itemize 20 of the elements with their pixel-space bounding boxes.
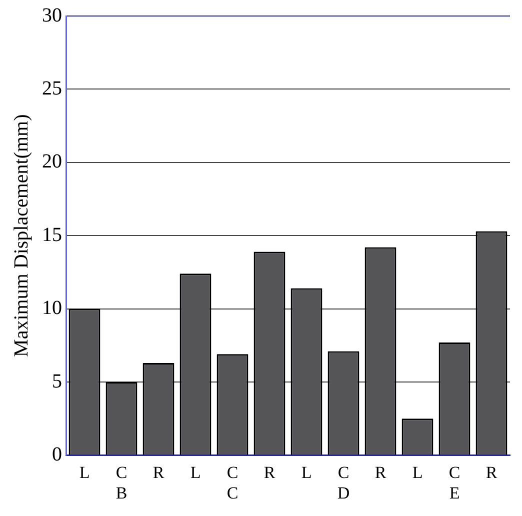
y-tick-label: 5 xyxy=(52,370,62,392)
x-tick-label: L xyxy=(79,462,90,482)
x-tick-label: L xyxy=(412,462,423,482)
x-tick-label: C B xyxy=(116,462,128,502)
x-tick-label: R xyxy=(486,462,498,482)
x-tick-label: C E xyxy=(448,462,460,502)
y-tick-label: 10 xyxy=(42,297,62,320)
y-tick-label: 30 xyxy=(42,4,62,26)
y-tick-label: 0 xyxy=(52,443,62,466)
x-tick-label: R xyxy=(264,462,276,482)
x-tick-label: R xyxy=(374,462,387,482)
y-tick-label: 15 xyxy=(42,224,62,246)
x-tick-label: R xyxy=(152,462,165,482)
x-tick-label: L xyxy=(190,462,201,482)
x-tick-label: C D xyxy=(337,462,350,502)
y-tick-label: 25 xyxy=(42,77,62,100)
y-tick-label: 20 xyxy=(42,150,62,173)
y-axis-title: Maximum Displacement(mm) xyxy=(10,114,32,357)
x-tick-label: L xyxy=(301,462,312,482)
x-tick-label: C C xyxy=(226,462,238,502)
